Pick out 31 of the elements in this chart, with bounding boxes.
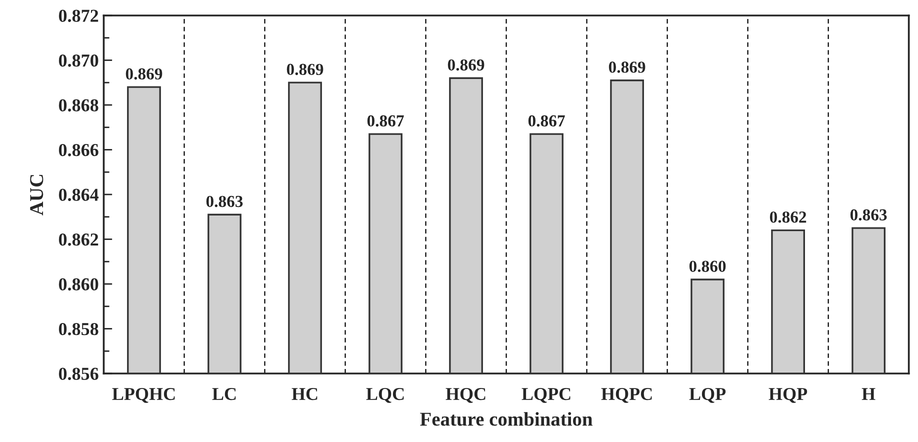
data-label: 0.863 (850, 209, 887, 221)
y-tick-label: 0.856 (58, 368, 98, 380)
y-tick-label: 0.866 (58, 144, 98, 156)
data-label: 0.863 (206, 196, 243, 208)
x-tick-label: HC (292, 388, 318, 400)
data-label: 0.869 (608, 62, 646, 73)
y-tick-label: 0.864 (58, 188, 99, 201)
y-tick-label: 0.870 (58, 54, 98, 67)
data-label: 0.867 (528, 115, 565, 127)
x-tick-label: HQP (768, 388, 808, 403)
data-label: 0.860 (689, 260, 726, 272)
x-tick-label: HQPC (601, 388, 652, 403)
data-label: 0.862 (770, 211, 806, 223)
y-axis-title: AUC (30, 174, 44, 216)
x-tick-label: LC (212, 388, 236, 400)
y-tick-label: 0.858 (58, 322, 98, 336)
y-tick-label: 0.868 (58, 99, 98, 112)
y-tick-label: 0.862 (58, 233, 98, 246)
x-tick-label: LQP (689, 388, 726, 403)
data-label: 0.869 (448, 59, 484, 71)
y-tick-label: 0.872 (58, 10, 98, 22)
data-label: 0.869 (286, 64, 324, 76)
y-tick-label: 0.860 (58, 278, 98, 291)
data-label: 0.867 (367, 115, 404, 127)
x-tick-label: HQC (446, 388, 486, 403)
x-tick-label: LQPC (522, 388, 570, 403)
x-axis-title: Feature combination (420, 412, 592, 426)
x-tick-label: LQC (366, 388, 404, 403)
data-label: 0.869 (126, 68, 162, 80)
x-tick-label: H (862, 388, 876, 400)
x-tick-label: LPQHC (112, 388, 175, 403)
